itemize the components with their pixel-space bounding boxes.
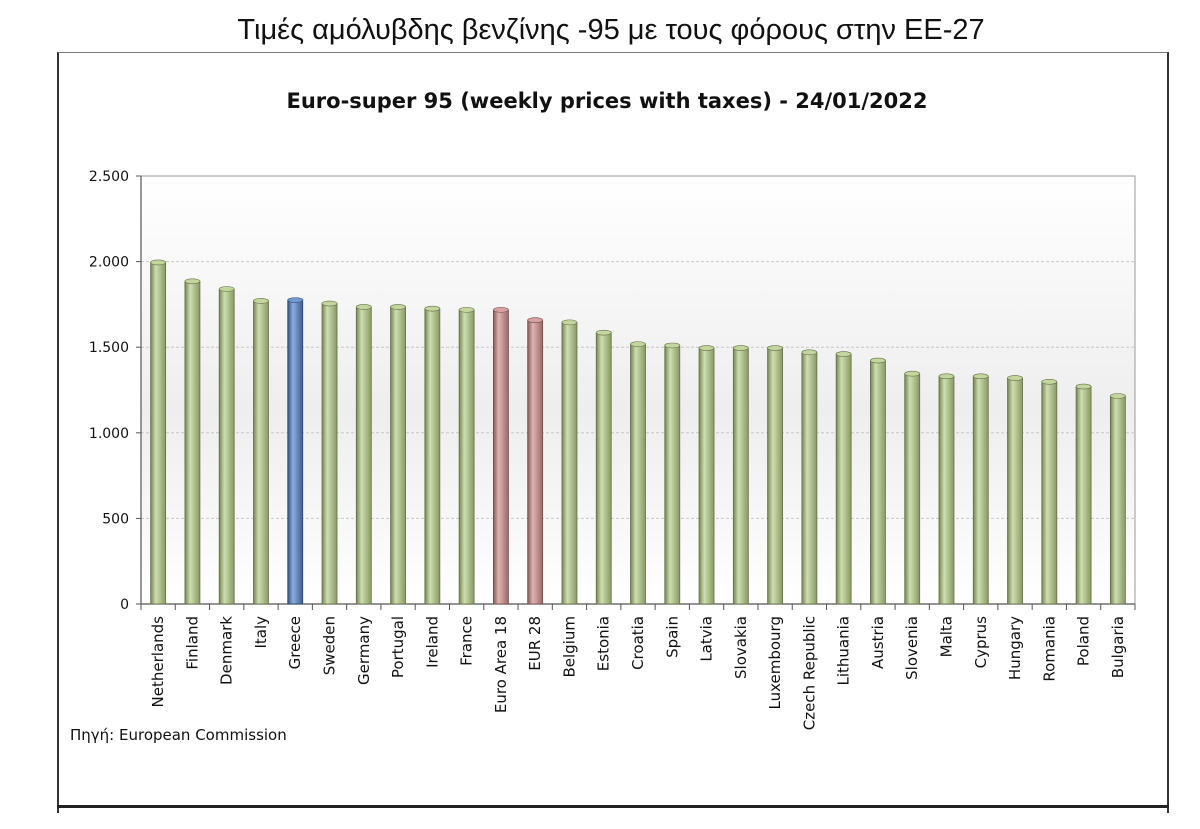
bar-czech-republic xyxy=(801,351,818,605)
bar-lithuania xyxy=(835,353,852,605)
source-note: Πηγή: European Commission xyxy=(70,726,287,744)
bar-estonia xyxy=(595,332,612,605)
bar-croatia xyxy=(630,343,646,605)
category-label: Italy xyxy=(252,616,270,649)
bar-cap xyxy=(253,298,269,304)
category-label: Finland xyxy=(183,616,201,670)
bottom-divider xyxy=(57,805,1169,808)
bar-germany xyxy=(355,306,372,605)
bar-denmark xyxy=(218,288,235,605)
bar-romania xyxy=(1041,381,1058,605)
category-label: Romania xyxy=(1040,616,1058,682)
category-label: France xyxy=(458,616,476,666)
bar-greece xyxy=(287,299,304,605)
category-label: Netherlands xyxy=(149,616,167,708)
y-tick-label: 500 xyxy=(102,511,129,527)
bar-cap xyxy=(493,307,509,313)
bar-euro-area-18 xyxy=(492,309,509,605)
bar-cap xyxy=(1007,375,1023,381)
category-label: Latvia xyxy=(698,616,716,662)
bar-cap xyxy=(184,278,201,285)
y-tick-label: 1.000 xyxy=(89,426,129,442)
category-label: Austria xyxy=(869,616,887,669)
category-label: Croatia xyxy=(629,616,647,670)
category-label: Belgium xyxy=(560,616,578,678)
category-label: Bulgaria xyxy=(1109,616,1127,678)
bar-cap xyxy=(218,286,235,292)
bar-cap xyxy=(698,345,715,351)
bar-latvia xyxy=(698,347,715,605)
bar-cap xyxy=(458,307,475,313)
category-label: Cyprus xyxy=(972,616,990,669)
bar-malta xyxy=(938,375,955,605)
category-label: Sweden xyxy=(321,616,339,675)
bar-cap xyxy=(664,342,681,349)
bar-bulgaria xyxy=(1109,395,1126,605)
y-tick-label: 1.500 xyxy=(89,340,129,356)
bar-cap xyxy=(870,357,886,364)
bar-belgium xyxy=(561,321,578,605)
bar-cap xyxy=(527,317,543,323)
category-label: Hungary xyxy=(1006,616,1024,680)
bar-ireland xyxy=(424,308,441,605)
bar-cap xyxy=(938,373,955,380)
bar-cap xyxy=(972,373,989,380)
bar-poland xyxy=(1075,386,1092,605)
bar-eur-28 xyxy=(527,319,544,605)
category-label: Lithuania xyxy=(835,616,853,685)
category-label: Germany xyxy=(355,616,373,685)
bar-cap xyxy=(733,345,749,351)
y-tick-label: 0 xyxy=(120,597,129,613)
bar-portugal xyxy=(390,306,406,605)
chart-title: Euro-super 95 (weekly prices with taxes)… xyxy=(286,89,927,113)
category-label: Malta xyxy=(937,616,955,657)
category-label: Poland xyxy=(1075,616,1093,666)
category-label: Portugal xyxy=(389,616,407,678)
y-tick-label: 2.500 xyxy=(89,169,129,185)
category-label: Spain xyxy=(663,616,681,658)
bar-cap xyxy=(904,370,921,377)
category-label: EUR 28 xyxy=(526,616,544,671)
bar-cap xyxy=(287,297,304,303)
chart-frame xyxy=(57,52,1169,813)
bar-cap xyxy=(1075,383,1092,390)
bar-cap xyxy=(150,259,166,266)
category-label: Slovenia xyxy=(903,616,921,680)
category-label: Greece xyxy=(286,616,304,669)
bar-cap xyxy=(390,304,406,310)
bar-cyprus xyxy=(972,375,989,605)
bar-cap xyxy=(595,329,612,336)
bar-luxembourg xyxy=(767,347,784,605)
bar-cap xyxy=(321,300,338,307)
bar-italy xyxy=(253,300,269,605)
category-label: Euro Area 18 xyxy=(492,616,510,713)
bar-slovenia xyxy=(904,373,921,605)
bar-cap xyxy=(630,341,646,347)
category-label: Slovakia xyxy=(732,616,750,679)
bar-cap xyxy=(1041,378,1058,385)
category-label: Czech Republic xyxy=(800,616,818,730)
bar-spain xyxy=(664,345,681,605)
bar-cap xyxy=(561,319,578,326)
bar-sweden xyxy=(321,303,338,605)
bar-cap xyxy=(767,345,783,351)
bar-cap xyxy=(424,305,441,312)
bar-cap xyxy=(801,349,818,356)
bar-slovakia xyxy=(732,347,749,605)
bar-france xyxy=(458,309,475,605)
bar-cap xyxy=(1110,393,1126,399)
bar-cap xyxy=(355,304,372,310)
page-title: Τιμές αμόλυβδης βενζίνης -95 με τους φόρ… xyxy=(237,14,985,46)
bar-finland xyxy=(184,280,201,605)
category-label: Estonia xyxy=(595,616,613,671)
category-label: Ireland xyxy=(423,616,441,668)
bar-austria xyxy=(870,360,886,605)
bar-netherlands xyxy=(150,262,167,605)
bar-hungary xyxy=(1007,377,1023,605)
category-label: Denmark xyxy=(218,616,236,685)
y-tick-label: 2.000 xyxy=(89,255,129,271)
category-label: Luxembourg xyxy=(766,616,784,710)
bar-cap xyxy=(835,351,852,357)
